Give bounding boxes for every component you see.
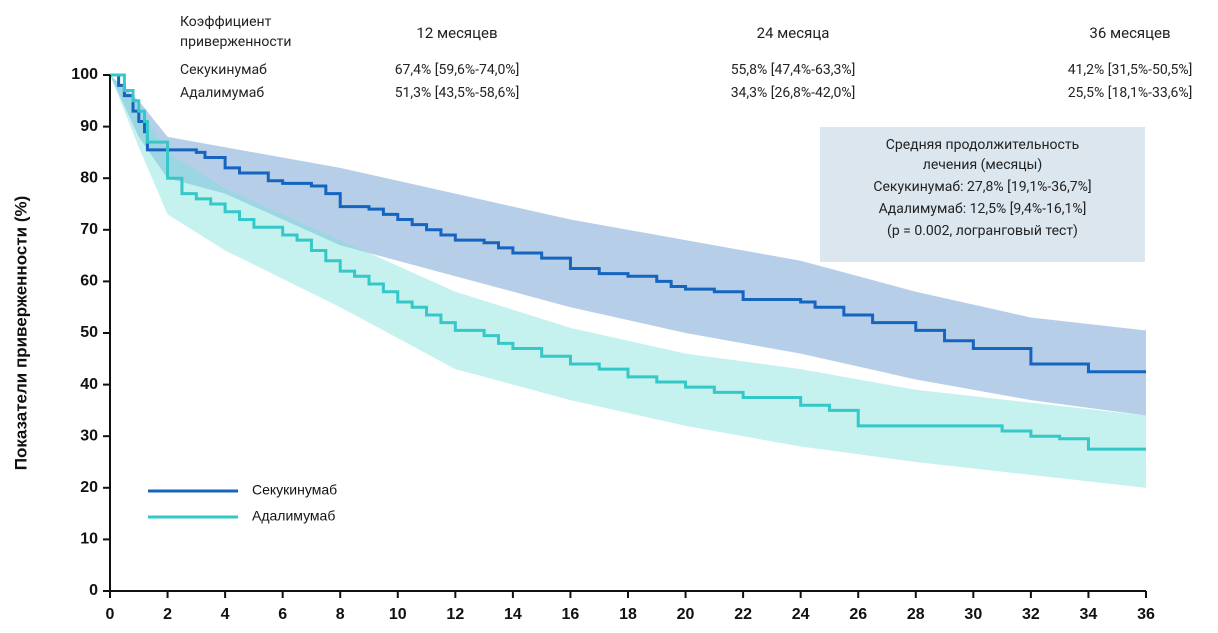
x-tick-label: 18 <box>619 606 637 623</box>
y-tick-label: 50 <box>80 324 98 341</box>
x-tick-label: 28 <box>907 606 925 623</box>
x-tick-label: 22 <box>734 606 752 623</box>
x-tick-label: 14 <box>504 606 522 623</box>
x-tick-label: 8 <box>336 606 345 623</box>
table-cell: 67,4% [59,6%-74,0%] <box>394 62 520 78</box>
x-tick-label: 2 <box>163 606 172 623</box>
x-tick-label: 20 <box>677 606 695 623</box>
y-tick-label: 80 <box>80 169 98 186</box>
x-tick-label: 34 <box>1080 606 1098 623</box>
y-tick-label: 90 <box>80 118 98 135</box>
y-tick-label: 0 <box>89 582 98 599</box>
confidence-band <box>110 75 1146 416</box>
x-tick-label: 6 <box>278 606 287 623</box>
y-tick-label: 60 <box>80 273 98 290</box>
annotation-line: Адалимумаб: 12,5% [9,4%-16,1%] <box>878 201 1087 217</box>
table-cell: 41,2% [31,5%-50,5%] <box>1067 62 1193 78</box>
y-tick-label: 70 <box>80 221 98 238</box>
x-tick-label: 4 <box>221 606 230 623</box>
table-header: Коэффициент приверженности <box>180 14 292 50</box>
annotation-line: Секукинумаб: 27,8% [19,1%-36,7%] <box>873 179 1092 195</box>
table-cell: Адалимумаб <box>180 85 265 101</box>
x-tick-label: 30 <box>964 606 982 623</box>
table-header: 24 месяца <box>756 24 830 42</box>
annotation-line: (p = 0.002, логранговый тест) <box>887 223 1078 239</box>
x-tick-label: 12 <box>446 606 464 623</box>
x-tick-label: 0 <box>106 606 115 623</box>
y-tick-label: 30 <box>80 427 98 444</box>
x-tick-label: 26 <box>849 606 867 623</box>
x-tick-label: 10 <box>389 606 407 623</box>
y-tick-label: 20 <box>80 479 98 496</box>
table-cell: 55,8% [47,4%-63,3%] <box>730 62 856 78</box>
survival-line <box>110 73 1146 374</box>
annotation-line: Средняя продолжительность лечения (месяц… <box>885 137 1080 173</box>
y-axis-title: Показатели приверженности (%) <box>11 196 30 471</box>
table-header: 36 месяцев <box>1089 24 1171 42</box>
survival-line <box>110 73 1146 451</box>
x-tick-label: 36 <box>1137 606 1155 623</box>
y-tick-label: 40 <box>80 376 98 393</box>
x-tick-label: 24 <box>792 606 810 623</box>
x-tick-label: 16 <box>562 606 580 623</box>
x-tick-label: 32 <box>1022 606 1040 623</box>
table-cell: 25,5% [18,1%-33,6%] <box>1067 85 1193 101</box>
confidence-band <box>110 75 1146 488</box>
y-tick-label: 100 <box>71 66 98 83</box>
legend-label: Секукинумаб <box>252 482 337 498</box>
legend-label: Адалимумаб <box>252 508 335 524</box>
table-cell: Секукинумаб <box>180 62 267 78</box>
table-cell: 51,3% [43,5%-58,6%] <box>394 85 520 101</box>
y-tick-label: 10 <box>80 531 98 548</box>
table-header: 12 месяцев <box>416 24 498 42</box>
table-cell: 34,3% [26,8%-42,0%] <box>730 85 856 101</box>
annotation-box: Средняя продолжительность лечения (месяц… <box>820 127 1145 262</box>
